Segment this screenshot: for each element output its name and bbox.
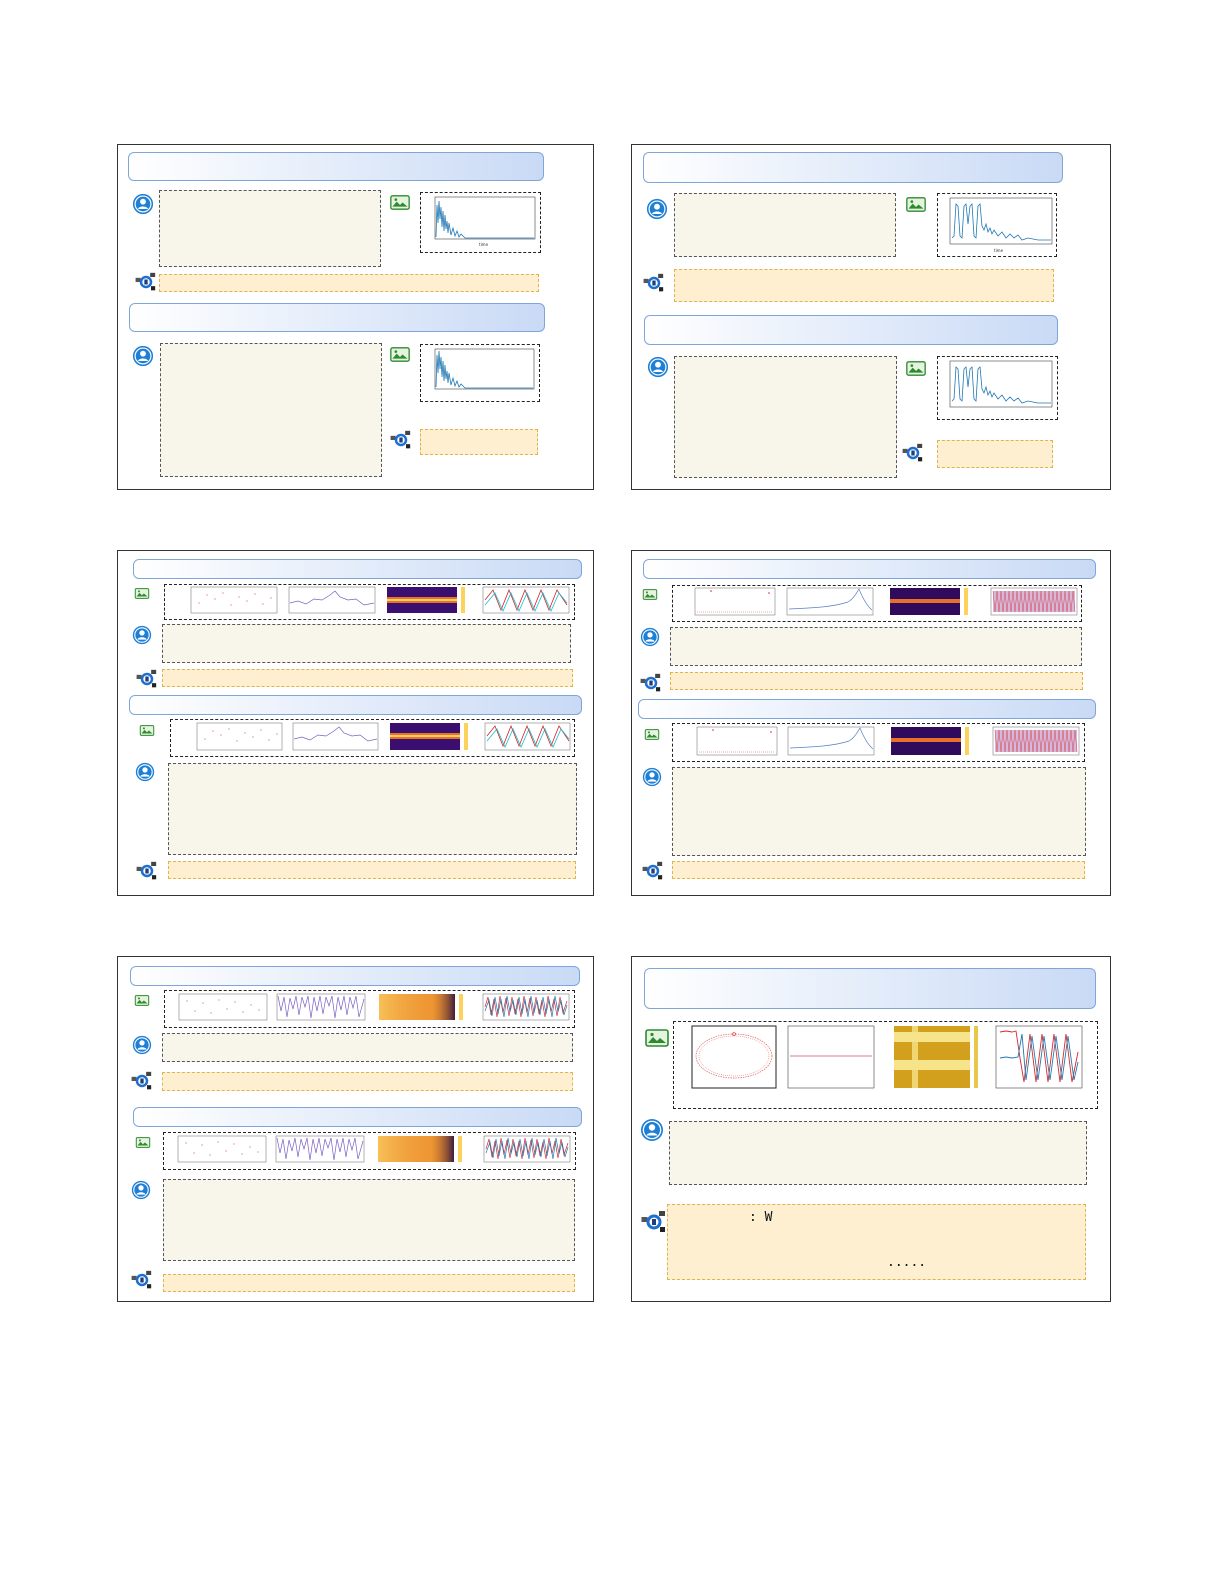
user-avatar-icon xyxy=(646,198,668,220)
time-series-plot: time xyxy=(434,196,536,247)
image-icon xyxy=(132,1137,154,1148)
question-header xyxy=(644,315,1058,345)
answer-text-line2: ..... xyxy=(887,1255,927,1270)
panel-5 xyxy=(117,956,594,1302)
question-text-box xyxy=(162,624,571,663)
svg-text:time: time xyxy=(994,248,1004,253)
figure-strip xyxy=(164,584,575,620)
panel-6: : W ..... xyxy=(631,956,1111,1302)
question-header xyxy=(644,968,1096,1009)
figure-strip xyxy=(163,1132,576,1170)
question-header xyxy=(130,966,580,986)
robot-agent-icon xyxy=(390,430,412,450)
question-header xyxy=(643,152,1063,183)
answer-box xyxy=(670,672,1083,690)
question-header xyxy=(129,303,545,332)
robot-agent-icon xyxy=(642,861,664,881)
question-header xyxy=(133,1107,582,1127)
figure-box xyxy=(937,356,1058,420)
robot-agent-icon xyxy=(135,272,157,292)
user-avatar-icon xyxy=(640,1117,664,1143)
answer-box xyxy=(168,861,576,879)
answer-box xyxy=(159,274,539,292)
answer-box xyxy=(163,1274,575,1292)
figure-strip xyxy=(672,585,1082,622)
four-panel-figure xyxy=(696,726,1080,756)
figure-box xyxy=(420,344,540,402)
question-text-box xyxy=(162,1033,573,1062)
answer-box xyxy=(937,440,1053,468)
time-series-plot xyxy=(949,360,1053,408)
image-icon xyxy=(136,725,158,736)
figure-box: time xyxy=(420,192,541,253)
question-text-box xyxy=(672,767,1086,856)
question-text-box xyxy=(670,627,1082,666)
question-text-box xyxy=(674,356,897,478)
image-icon xyxy=(906,197,926,212)
image-icon xyxy=(131,588,153,599)
four-panel-figure xyxy=(694,587,1078,616)
panel-4 xyxy=(631,550,1111,896)
question-text-box xyxy=(168,763,577,855)
figure-strip xyxy=(164,990,575,1028)
image-icon xyxy=(645,1029,669,1047)
robot-agent-icon xyxy=(902,443,924,463)
robot-agent-icon xyxy=(641,1209,667,1235)
panel-1: time xyxy=(117,144,594,490)
answer-box xyxy=(162,1072,573,1091)
answer-box xyxy=(674,269,1054,302)
user-avatar-icon xyxy=(640,627,660,647)
question-text-box xyxy=(669,1121,1087,1185)
image-icon xyxy=(640,589,660,600)
user-avatar-icon xyxy=(642,767,662,787)
answer-box xyxy=(162,669,573,687)
figure-strip xyxy=(170,719,575,757)
robot-agent-icon xyxy=(131,1270,153,1290)
answer-box xyxy=(672,861,1085,879)
user-avatar-icon xyxy=(132,345,154,367)
panel-3 xyxy=(117,550,594,896)
image-icon xyxy=(906,361,926,376)
four-panel-figure xyxy=(190,586,570,614)
robot-agent-icon xyxy=(136,861,158,881)
time-series-plot: time xyxy=(949,197,1053,253)
figure-strip xyxy=(672,723,1085,762)
figure-box: time xyxy=(937,193,1057,257)
user-avatar-icon xyxy=(647,356,669,378)
user-avatar-icon xyxy=(131,1180,151,1200)
robot-agent-icon xyxy=(640,673,662,693)
question-header xyxy=(643,559,1096,579)
figure-strip xyxy=(673,1021,1098,1109)
four-panel-figure xyxy=(178,993,570,1021)
answer-box: : W ..... xyxy=(667,1204,1086,1280)
user-avatar-icon xyxy=(132,625,152,645)
image-icon xyxy=(390,347,410,362)
time-series-plot xyxy=(434,348,535,390)
question-header xyxy=(129,695,582,715)
robot-agent-icon xyxy=(131,1071,153,1091)
image-icon xyxy=(131,995,153,1006)
robot-agent-icon xyxy=(136,669,158,689)
svg-text:time: time xyxy=(479,242,489,247)
four-panel-figure xyxy=(691,1025,1083,1089)
four-panel-figure xyxy=(196,722,571,751)
question-header xyxy=(638,699,1096,719)
question-text-box xyxy=(159,190,381,267)
answer-box xyxy=(420,429,538,455)
question-text-box xyxy=(674,193,896,257)
image-icon xyxy=(641,729,663,740)
question-text-box xyxy=(163,1179,575,1261)
question-text-box xyxy=(160,343,382,477)
robot-agent-icon xyxy=(643,273,665,293)
user-avatar-icon xyxy=(132,193,154,215)
panel-2: time xyxy=(631,144,1111,490)
user-avatar-icon xyxy=(135,762,155,782)
image-icon xyxy=(390,195,410,210)
answer-text-line1: : W xyxy=(749,1210,773,1225)
question-header xyxy=(133,559,582,579)
four-panel-figure xyxy=(177,1135,571,1163)
question-header xyxy=(128,152,544,181)
user-avatar-icon xyxy=(132,1035,152,1055)
